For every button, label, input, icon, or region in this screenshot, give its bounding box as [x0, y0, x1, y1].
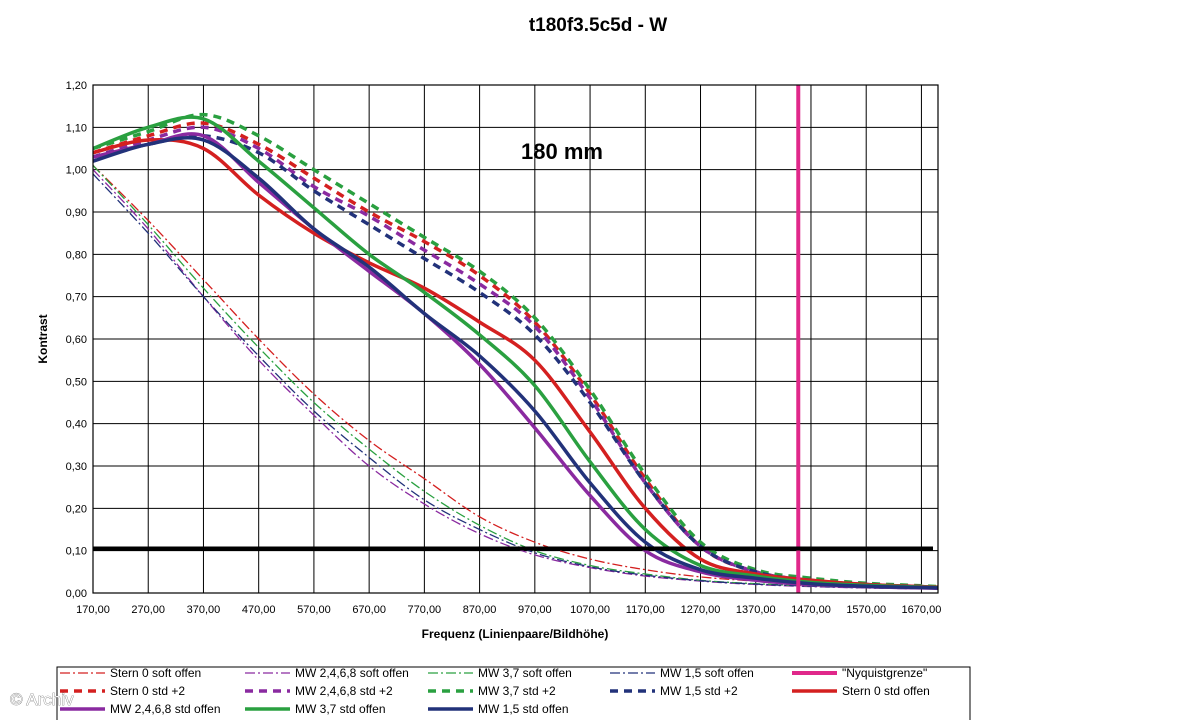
legend-mw-1-5-soft-offen: MW 1,5 soft offen — [610, 666, 754, 680]
series-lines — [92, 85, 939, 593]
plot-frame — [92, 84, 939, 594]
legend-label: MW 1,5 std +2 — [660, 684, 738, 698]
x-tick-label: 170,00 — [76, 604, 110, 616]
x-tick-label: 370,00 — [187, 604, 221, 616]
y-tick-label: 1,10 — [66, 122, 87, 134]
x-tick-label: 770,00 — [408, 604, 442, 616]
x-tick-label: 270,00 — [131, 604, 165, 616]
legend-mw-2-4-6-8-soft-offen: MW 2,4,6,8 soft offen — [245, 666, 409, 680]
legend-mw-1-5-std-2: MW 1,5 std +2 — [610, 684, 738, 698]
y-tick-label: 0,10 — [66, 546, 87, 558]
y-tick-label: 0,50 — [66, 376, 87, 388]
x-tick-label: 1670,00 — [902, 604, 942, 616]
legend-label: MW 1,5 soft offen — [660, 666, 754, 680]
legend-label: MW 2,4,6,8 std offen — [110, 702, 221, 716]
legend-label: MW 3,7 std +2 — [478, 684, 556, 698]
legend-stern-0-std-offen: Stern 0 std offen — [792, 684, 930, 698]
legend-mw-3-7-std-offen: MW 3,7 std offen — [245, 702, 386, 716]
x-tick-label: 1470,00 — [791, 604, 831, 616]
legend-mw-3-7-std-2: MW 3,7 std +2 — [428, 684, 556, 698]
legend-box — [56, 666, 971, 720]
legend-label: Stern 0 std offen — [842, 684, 930, 698]
series-mw-1-5-std-offen-line — [92, 136, 939, 590]
y-tick-label: 0,30 — [66, 461, 87, 473]
focal-length-annotation: 180 mm — [521, 139, 603, 164]
legend-mw-2-4-6-8-std-offen: MW 2,4,6,8 std offen — [60, 702, 221, 716]
y-tick-label: 0,80 — [66, 249, 87, 261]
series-mw-3-7-soft-offen-line — [92, 164, 939, 590]
legend-mw-2-4-6-8-std-2: MW 2,4,6,8 std +2 — [245, 684, 393, 698]
legend-mw-3-7-soft-offen: MW 3,7 soft offen — [428, 666, 572, 680]
legend-label: MW 1,5 std offen — [478, 702, 569, 716]
y-tick-label: 0,90 — [66, 207, 87, 219]
archive-watermark: © Archiv — [10, 690, 74, 709]
axis-ticks: 0,00 0,10 0,20 0,30 0,40 0,50 0,60 0,70 0,80 0,90… — [66, 80, 942, 616]
legend-label: Stern 0 soft offen — [110, 666, 201, 680]
legend-mw-1-5-std-offen: MW 1,5 std offen — [428, 702, 569, 716]
x-tick-label: 1070,00 — [570, 604, 610, 616]
y-tick-label: 0,60 — [66, 334, 87, 346]
x-tick-label: 870,00 — [463, 604, 497, 616]
y-tick-label: 0,00 — [66, 588, 87, 600]
legend-label: MW 3,7 std offen — [295, 702, 386, 716]
x-tick-label: 1270,00 — [681, 604, 721, 616]
series-stern-0-std-offen-line — [92, 137, 939, 589]
legend-label: "Nyquistgrenze" — [842, 666, 927, 680]
chart-title: t180f3.5c5d - W — [529, 15, 667, 36]
legend-label: MW 2,4,6,8 std +2 — [295, 684, 393, 698]
y-tick-label: 1,20 — [66, 80, 87, 92]
x-tick-label: 970,00 — [518, 604, 552, 616]
x-axis-title: Frequenz (Linienpaare/Bildhöhe) — [422, 627, 609, 641]
series-mw-3-7-std-2-line — [92, 112, 939, 589]
x-tick-label: 670,00 — [352, 604, 386, 616]
x-tick-label: 1370,00 — [736, 604, 776, 616]
x-tick-label: 1570,00 — [846, 604, 886, 616]
legend-nyquistgrenze: "Nyquistgrenze" — [792, 666, 927, 680]
x-tick-label: 470,00 — [242, 604, 276, 616]
legend-label: Stern 0 std +2 — [110, 684, 185, 698]
legend-stern-0-std-2: Stern 0 std +2 — [60, 684, 185, 698]
y-tick-label: 0,20 — [66, 503, 87, 515]
x-tick-label: 570,00 — [297, 604, 331, 616]
x-tick-label: 1170,00 — [626, 604, 665, 616]
y-tick-label: 0,70 — [66, 292, 87, 304]
series-mw-1-5-soft-offen-line — [92, 173, 939, 590]
y-tick-label: 0,40 — [66, 419, 87, 431]
y-tick-label: 1,00 — [66, 165, 87, 177]
legend-label: MW 2,4,6,8 soft offen — [295, 666, 409, 680]
legend: Stern 0 soft offen MW 2,4,6,8 soft offen M… — [56, 666, 971, 720]
legend-stern-0-soft-offen: Stern 0 soft offen — [60, 666, 201, 680]
legend-label: MW 3,7 soft offen — [478, 666, 572, 680]
y-axis-title: Kontrast — [36, 314, 50, 363]
